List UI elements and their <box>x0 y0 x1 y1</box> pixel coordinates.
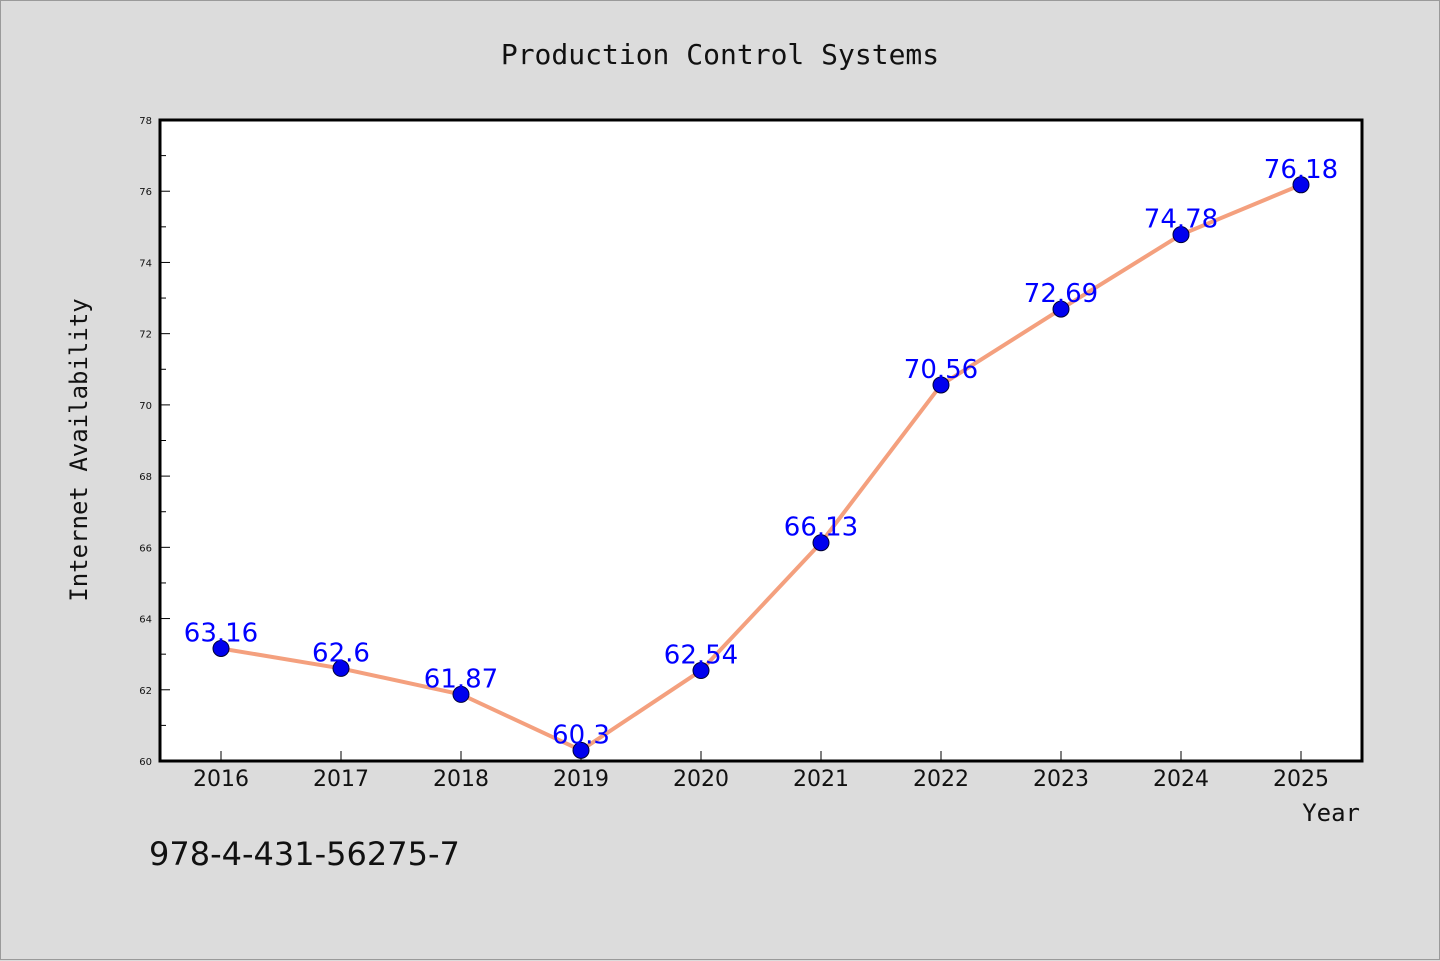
x-tick-label-2016: 2016 <box>193 767 249 792</box>
y-tick-label-68: 68 <box>139 472 152 483</box>
data-label-2018: 61.87 <box>424 664 498 694</box>
x-tick-label-2023: 2023 <box>1033 767 1089 792</box>
data-label-2016: 63.16 <box>184 618 258 648</box>
y-tick-label-66: 66 <box>139 543 152 554</box>
y-tick-label-60: 60 <box>139 757 152 768</box>
y-tick-label-74: 74 <box>139 258 152 269</box>
data-point-2016 <box>212 639 230 657</box>
data-point-2021 <box>812 534 830 552</box>
chart-title: Production Control Systems <box>501 38 939 71</box>
data-label-2021: 66.13 <box>784 513 858 543</box>
y-tick-label-78: 78 <box>139 116 152 127</box>
data-label-2025: 76.18 <box>1264 155 1338 185</box>
data-label-2017: 62.6 <box>312 638 370 668</box>
isbn-text: 978-4-431-56275-7 <box>149 835 460 873</box>
data-label-2022: 70.56 <box>904 355 978 385</box>
data-label-2024: 74.78 <box>1144 205 1218 235</box>
y-axis: 60 62 64 66 68 70 72 74 76 78 <box>139 116 170 768</box>
y-tick-label-72: 72 <box>139 330 152 341</box>
x-tick-label-2021: 2021 <box>793 767 849 792</box>
x-tick-label-2025: 2025 <box>1273 767 1329 792</box>
data-point-2020 <box>692 662 710 680</box>
series-line <box>219 182 1303 753</box>
y-axis-label: Internet Availability <box>65 298 93 601</box>
data-point-2022 <box>932 376 950 394</box>
series-0: 63.16 62.6 61.87 60.3 62.54 66.13 70.56 72.69 74… <box>184 155 1338 759</box>
y-tick-label-64: 64 <box>139 615 152 626</box>
data-label-2019: 60.3 <box>552 720 610 750</box>
x-tick-label-2019: 2019 <box>553 767 609 792</box>
data-label-2023: 72.69 <box>1024 279 1098 309</box>
x-axis-label: Year <box>1302 799 1360 827</box>
data-point-2019 <box>572 741 590 759</box>
data-point-2018 <box>452 685 470 703</box>
x-axis: 2016 2017 2018 2019 2020 2021 2022 2023 2024 2025 <box>193 751 1329 792</box>
x-tick-label-2018: 2018 <box>433 767 489 792</box>
x-tick-label-2024: 2024 <box>1153 767 1209 792</box>
x-tick-label-2017: 2017 <box>313 767 369 792</box>
data-point-2024 <box>1172 226 1190 244</box>
data-label-2020: 62.54 <box>664 641 738 671</box>
data-point-2025 <box>1292 176 1310 194</box>
x-tick-label-2022: 2022 <box>913 767 969 792</box>
y-tick-label-62: 62 <box>139 686 152 697</box>
x-tick-label-2020: 2020 <box>673 767 729 792</box>
y-tick-label-70: 70 <box>139 401 152 412</box>
data-point-2017 <box>332 659 350 677</box>
plot-area <box>158 118 1364 763</box>
y-tick-label-76: 76 <box>139 187 152 198</box>
data-point-2023 <box>1052 300 1070 318</box>
